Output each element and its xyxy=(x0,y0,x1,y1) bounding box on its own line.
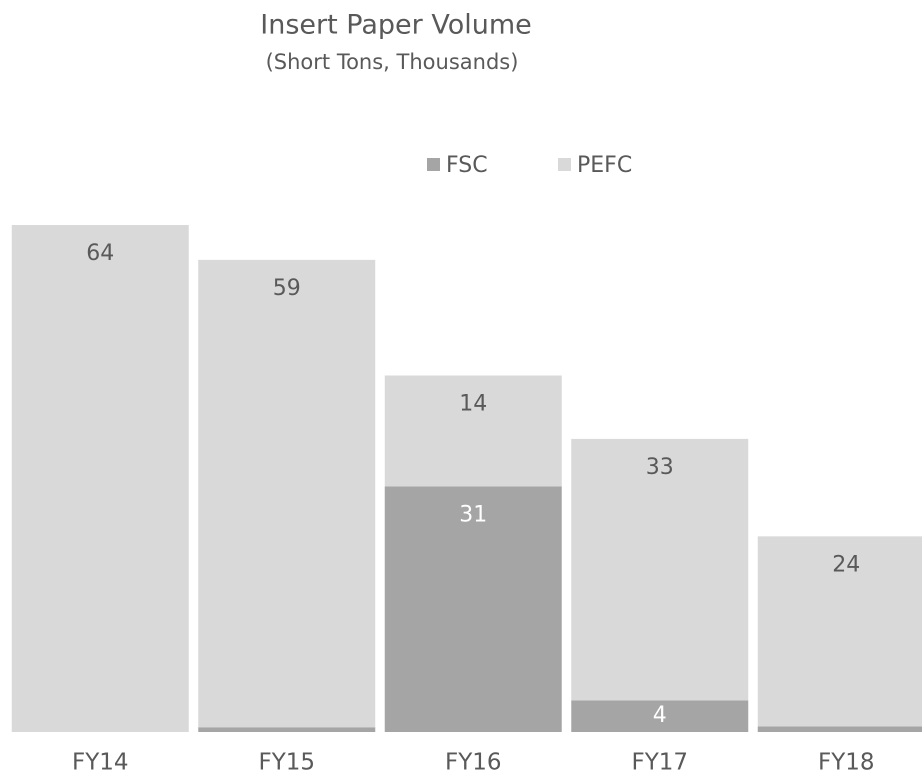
legend-swatch xyxy=(558,158,571,171)
chart-subtitle: (Short Tons, Thousands) xyxy=(266,50,519,74)
data-label: 4 xyxy=(653,703,667,728)
legend-label: FSC xyxy=(446,153,488,178)
x-tick-label: FY17 xyxy=(631,750,688,775)
chart-title: Insert Paper Volume xyxy=(260,10,532,41)
x-tick-label: FY15 xyxy=(258,750,315,775)
bar-segment xyxy=(571,438,749,701)
bar-segment xyxy=(11,225,189,732)
data-label: 14 xyxy=(459,392,487,417)
data-label: 24 xyxy=(832,552,860,577)
x-tick-label: FY14 xyxy=(72,750,129,775)
bar-segment xyxy=(384,486,562,732)
bar-segment xyxy=(757,726,922,732)
data-label: 33 xyxy=(646,455,674,480)
data-label: 64 xyxy=(86,241,114,266)
legend-label: PEFC xyxy=(577,153,632,178)
bar-segment xyxy=(757,536,922,727)
x-tick-label: FY16 xyxy=(445,750,502,775)
bar-segment xyxy=(198,727,376,732)
data-label: 59 xyxy=(273,276,301,301)
legend-swatch xyxy=(427,158,440,171)
bar-segment xyxy=(198,259,376,728)
x-tick-label: FY18 xyxy=(818,750,875,775)
data-label: 31 xyxy=(459,502,487,527)
bar-segment xyxy=(384,375,562,487)
bar-segment xyxy=(571,700,749,732)
